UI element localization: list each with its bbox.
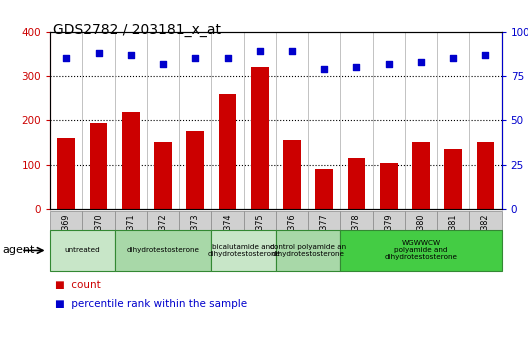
Bar bbox=[179, 211, 211, 269]
Text: GSM187376: GSM187376 bbox=[288, 213, 297, 262]
Bar bbox=[122, 112, 139, 209]
Point bbox=[127, 52, 135, 58]
Point bbox=[191, 56, 200, 61]
Bar bbox=[341, 230, 502, 271]
Bar bbox=[315, 169, 333, 209]
Bar bbox=[469, 211, 502, 269]
Text: GSM187370: GSM187370 bbox=[94, 213, 103, 262]
Bar bbox=[58, 138, 75, 209]
Bar bbox=[90, 122, 107, 209]
Point bbox=[449, 56, 457, 61]
Point bbox=[62, 56, 71, 61]
Text: GSM187382: GSM187382 bbox=[481, 213, 490, 262]
Bar bbox=[283, 140, 301, 209]
Text: GSM187372: GSM187372 bbox=[158, 213, 167, 262]
Bar bbox=[115, 230, 211, 271]
Bar bbox=[147, 211, 179, 269]
Text: ■  count: ■ count bbox=[55, 280, 101, 290]
Bar bbox=[82, 211, 115, 269]
Bar bbox=[477, 143, 494, 209]
Bar bbox=[373, 211, 405, 269]
Bar bbox=[115, 211, 147, 269]
Bar bbox=[276, 211, 308, 269]
Bar bbox=[50, 211, 82, 269]
Point bbox=[256, 48, 264, 54]
Bar bbox=[276, 230, 341, 271]
Text: GSM187377: GSM187377 bbox=[320, 213, 329, 262]
Bar bbox=[445, 149, 462, 209]
Text: agent: agent bbox=[3, 245, 35, 256]
Text: GSM187373: GSM187373 bbox=[191, 213, 200, 262]
Text: GSM187379: GSM187379 bbox=[384, 213, 393, 262]
Text: GSM187369: GSM187369 bbox=[62, 213, 71, 262]
Point bbox=[417, 59, 425, 65]
Point bbox=[481, 52, 489, 58]
Point bbox=[320, 66, 328, 72]
Text: ■  percentile rank within the sample: ■ percentile rank within the sample bbox=[55, 299, 248, 309]
Text: GSM187371: GSM187371 bbox=[126, 213, 135, 262]
Point bbox=[352, 64, 361, 70]
Bar bbox=[412, 143, 430, 209]
Bar bbox=[219, 94, 237, 209]
Bar bbox=[437, 211, 469, 269]
Point bbox=[159, 61, 167, 67]
Point bbox=[95, 50, 103, 56]
Point bbox=[223, 56, 232, 61]
Text: GSM187374: GSM187374 bbox=[223, 213, 232, 262]
Bar bbox=[243, 211, 276, 269]
Text: control polyamide an
dihydrotestosterone: control polyamide an dihydrotestosterone bbox=[270, 244, 346, 257]
Bar bbox=[405, 211, 437, 269]
Text: GSM187378: GSM187378 bbox=[352, 213, 361, 262]
Bar bbox=[186, 131, 204, 209]
Text: untreated: untreated bbox=[64, 247, 100, 253]
Text: GSM187375: GSM187375 bbox=[255, 213, 264, 262]
Text: GSM187380: GSM187380 bbox=[417, 213, 426, 262]
Bar bbox=[211, 230, 276, 271]
Bar bbox=[308, 211, 341, 269]
Text: bicalutamide and
dihydrotestosterone: bicalutamide and dihydrotestosterone bbox=[207, 244, 280, 257]
Bar bbox=[154, 143, 172, 209]
Text: GDS2782 / 203181_x_at: GDS2782 / 203181_x_at bbox=[53, 23, 221, 37]
Bar bbox=[251, 67, 269, 209]
Point bbox=[288, 48, 296, 54]
Text: dihydrotestosterone: dihydrotestosterone bbox=[127, 247, 200, 253]
Bar bbox=[347, 158, 365, 209]
Bar bbox=[211, 211, 243, 269]
Text: GSM187381: GSM187381 bbox=[449, 213, 458, 262]
Point bbox=[384, 61, 393, 67]
Bar bbox=[50, 230, 115, 271]
Bar bbox=[341, 211, 373, 269]
Bar bbox=[380, 163, 398, 209]
Text: WGWWCW
polyamide and
dihydrotestosterone: WGWWCW polyamide and dihydrotestosterone bbox=[384, 240, 457, 261]
